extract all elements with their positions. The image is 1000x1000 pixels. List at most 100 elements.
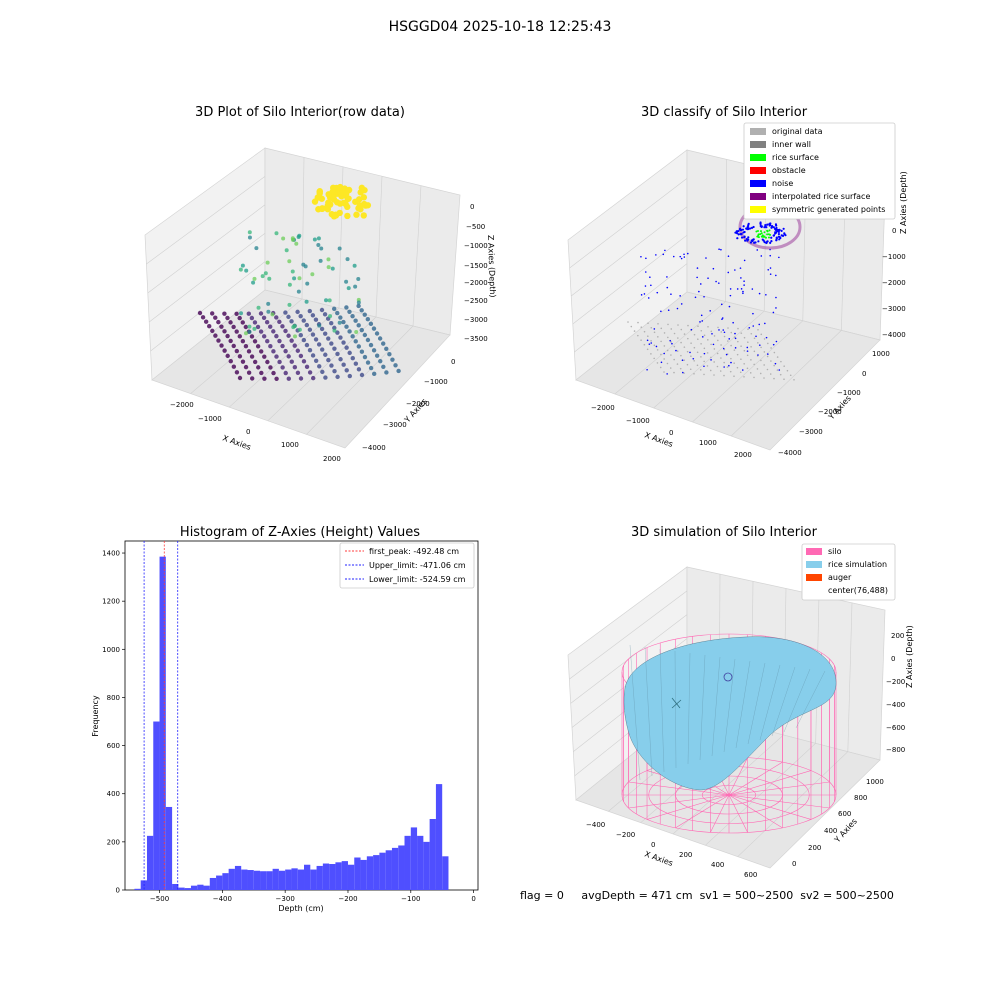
sim-z-tick: −200 xyxy=(886,678,905,686)
classify-point-original xyxy=(657,323,659,325)
raw-point xyxy=(249,315,255,321)
raw-point xyxy=(268,365,273,370)
raw-point xyxy=(256,365,261,370)
raw-point xyxy=(335,310,340,316)
classify-point-noise xyxy=(734,337,737,340)
raw-point xyxy=(260,274,265,279)
hist-bar xyxy=(253,870,261,890)
hist-bar xyxy=(373,855,380,890)
raw-point xyxy=(356,300,361,305)
raw-y-tick: −2000 xyxy=(406,400,430,408)
raw-point xyxy=(271,329,276,334)
raw-point xyxy=(316,242,321,247)
classify-point-noise xyxy=(728,338,731,340)
raw-point xyxy=(353,318,358,323)
raw-point xyxy=(304,299,309,304)
hist-bar xyxy=(159,556,166,890)
raw-point xyxy=(283,348,288,354)
raw-point xyxy=(252,276,257,281)
classify-point-noise xyxy=(742,225,745,228)
raw-point xyxy=(319,246,324,251)
sim-legend-swatch-auger xyxy=(806,574,822,581)
classify-point-noise xyxy=(769,254,772,257)
raw-point xyxy=(338,193,345,200)
raw-point xyxy=(326,357,331,363)
classify-point-noise xyxy=(694,296,697,299)
silo-floor-spoke xyxy=(728,761,783,796)
sim-x-ticks: −400 −200 0 200 400 600 xyxy=(586,821,757,879)
raw-point xyxy=(323,352,328,357)
figure-title: HSGGD04 2025-10-18 12:25:43 xyxy=(389,19,612,35)
classify-point-original xyxy=(656,349,659,351)
sim-y-tick: 400 xyxy=(824,827,837,835)
classify-point-noise xyxy=(749,241,753,244)
raw-point xyxy=(301,262,306,267)
panel-histogram: Histogram of Z-Axies (Height) Values −50… xyxy=(91,525,479,913)
raw-point xyxy=(381,341,386,346)
raw-point xyxy=(240,320,245,325)
classify-point-original xyxy=(690,342,692,344)
classify-point-noise xyxy=(780,229,783,232)
classify-point-original xyxy=(667,323,669,326)
raw-point xyxy=(256,305,261,310)
silo-floor-spoke xyxy=(728,757,748,796)
raw-point xyxy=(266,309,271,314)
raw-point xyxy=(247,324,252,329)
classify-point-noise xyxy=(646,339,649,342)
raw-point xyxy=(222,311,227,316)
raw-point xyxy=(225,333,230,339)
pane-gridline xyxy=(306,325,414,435)
hist-bar xyxy=(178,887,185,890)
pane-gridline xyxy=(572,234,688,325)
raw-point xyxy=(228,359,233,364)
raw-point xyxy=(322,312,328,317)
raw-z-tick: −500 xyxy=(466,223,485,231)
classify-point-noise xyxy=(775,236,778,239)
hist-bar xyxy=(278,870,286,890)
hist-x-label: Depth (cm) xyxy=(278,904,323,913)
raw-z-tick: 0 xyxy=(470,203,474,211)
classify-point-noise xyxy=(761,238,764,241)
raw-point xyxy=(345,195,352,202)
classify-point-noise xyxy=(763,226,766,229)
raw-point xyxy=(353,339,358,344)
classify-point-original xyxy=(757,329,759,331)
raw-point xyxy=(274,354,279,359)
raw-point xyxy=(289,338,294,343)
raw-point xyxy=(301,337,307,343)
raw-point xyxy=(298,333,303,338)
classify-point-noise xyxy=(707,277,709,279)
classify-z-tick: −1000 xyxy=(882,253,906,261)
legend-label-interpolated: interpolated rice surface xyxy=(772,192,870,201)
hist-y-tick-label: 600 xyxy=(107,742,120,750)
classify-point-original xyxy=(627,321,629,323)
classify-point-noise xyxy=(648,343,651,345)
raw-point xyxy=(312,237,317,242)
classify-point-original xyxy=(670,328,673,330)
classify-point-original xyxy=(766,355,769,358)
classify-point-original xyxy=(759,372,762,375)
legend-label-rice-surface: rice surface xyxy=(772,153,819,162)
pane-gridline xyxy=(147,204,266,294)
classify-point-noise xyxy=(741,228,745,231)
raw-point xyxy=(320,347,325,352)
classify-point-noise xyxy=(728,364,730,367)
raw-point xyxy=(197,310,203,316)
classify-point-original xyxy=(756,368,759,370)
classify-point-original xyxy=(707,326,709,328)
pane-gridline xyxy=(614,301,726,395)
legend-label-obstacle: obstacle xyxy=(772,166,806,175)
raw-point xyxy=(284,248,289,253)
sim-x-tick: 0 xyxy=(651,841,655,849)
classify-point-noise xyxy=(672,255,675,258)
classify-point-noise xyxy=(737,230,740,233)
classify-point-original xyxy=(773,351,776,354)
classify-point-noise xyxy=(679,295,681,297)
classify-point-original xyxy=(709,369,712,372)
sim-y-tick: 0 xyxy=(792,860,796,868)
classify-point-original xyxy=(779,373,782,376)
hist-y-tick-label: 200 xyxy=(107,838,120,846)
classify-point-original xyxy=(720,344,722,346)
classify-point-original xyxy=(753,350,756,353)
classify-legend-box xyxy=(743,122,896,220)
